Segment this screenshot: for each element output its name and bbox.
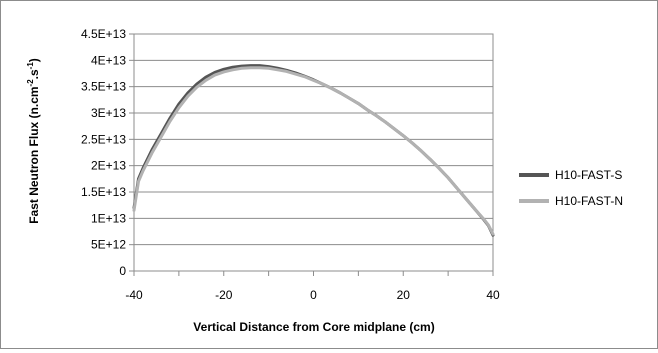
- legend-label-series-0: H10-FAST-S: [555, 168, 622, 182]
- plot-area: [133, 33, 494, 272]
- series-line-0: [132, 64, 495, 237]
- series-line-1: [132, 66, 495, 236]
- y-tick-label-3: 1.5E+13: [81, 185, 126, 199]
- gridlines: [134, 33, 493, 272]
- x-tick-label-3: 20: [397, 288, 411, 302]
- x-axis-title: Vertical Distance from Core midplane (cm…: [193, 320, 434, 334]
- legend: H10-FAST-S H10-FAST-N: [519, 168, 623, 208]
- x-tick-label-2: 0: [310, 288, 317, 302]
- x-tick-label-4: 40: [486, 288, 500, 302]
- y-axis: 0 5E+12 1E+13 1.5E+13 2E+13 2.5E+13 3E+13 3.5E+…: [81, 27, 134, 278]
- y-tick-label-8: 4E+13: [91, 53, 126, 67]
- legend-label-series-1: H10-FAST-N: [555, 194, 623, 208]
- y-axis-title: Fast Neutron Flux (n.cm-2.s-1): [26, 58, 41, 224]
- y-tick-label-2: 1E+13: [91, 211, 126, 225]
- x-tick-label-1: -20: [215, 288, 233, 302]
- x-tick-label-0: -40: [125, 288, 143, 302]
- series-layer: [132, 64, 495, 237]
- y-tick-label-5: 2.5E+13: [81, 132, 126, 146]
- y-tick-label-9: 4.5E+13: [81, 27, 126, 41]
- y-tick-label-1: 5E+12: [91, 238, 126, 252]
- y-tick-label-0: 0: [119, 264, 126, 278]
- y-tick-label-4: 2E+13: [91, 159, 126, 173]
- x-axis: -40 -20 0 20 40: [125, 271, 500, 302]
- y-tick-label-6: 3E+13: [91, 106, 126, 120]
- y-tick-label-7: 3.5E+13: [81, 80, 126, 94]
